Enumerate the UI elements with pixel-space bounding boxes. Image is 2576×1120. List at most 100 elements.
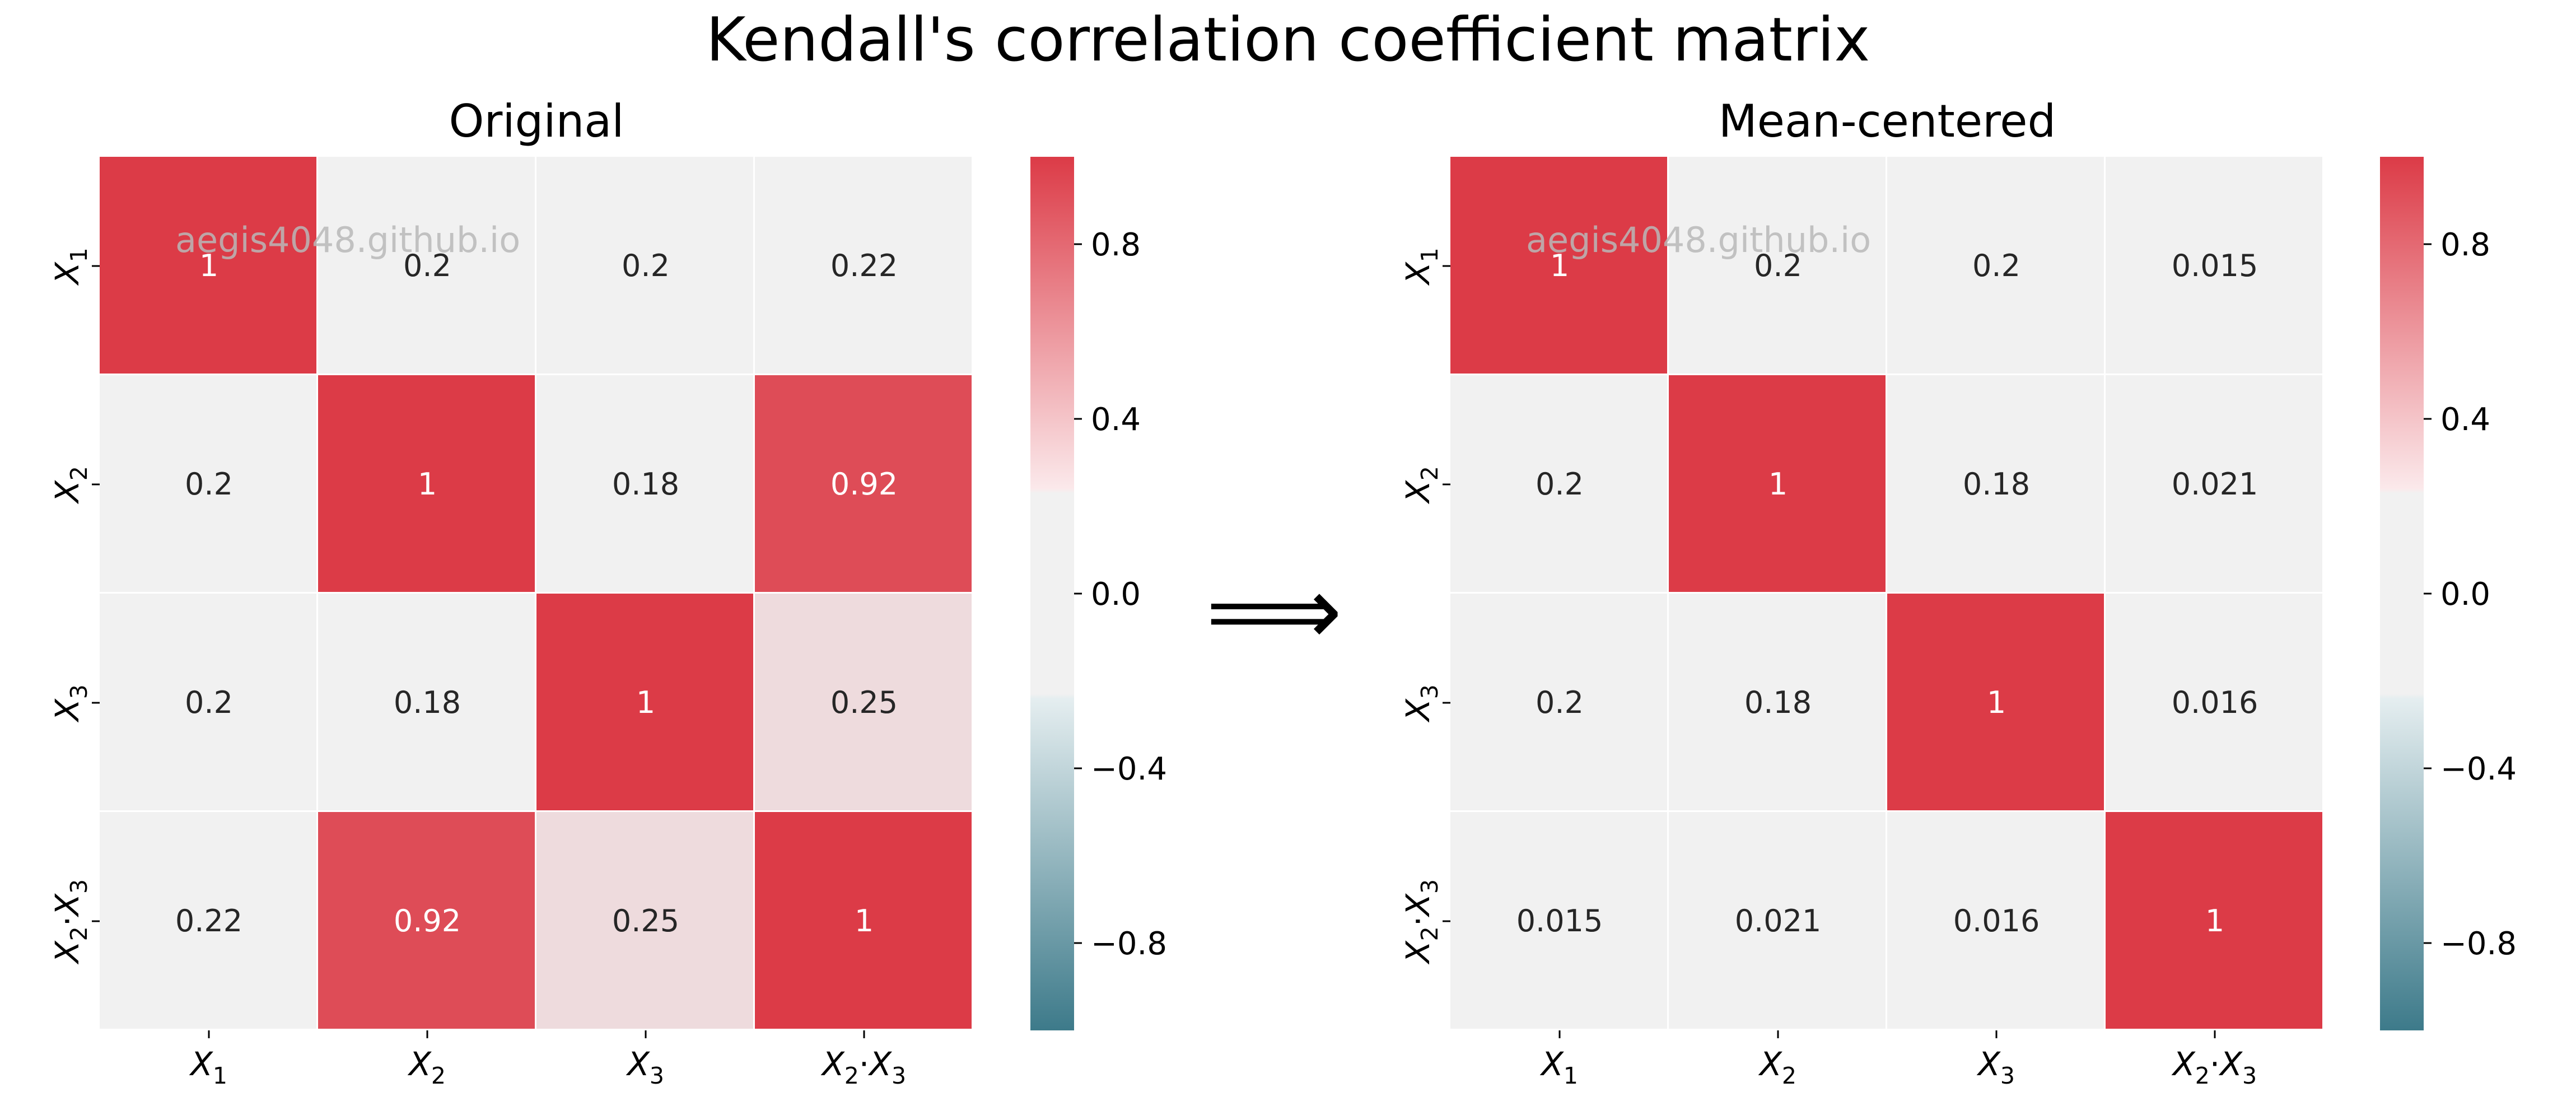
cell-value-label: 0.18 <box>612 466 679 502</box>
colorbar-tick-label: −0.4 <box>1091 751 1167 787</box>
cell-value-label: 0.2 <box>185 466 233 502</box>
x-tick-label: X3 <box>626 1045 664 1089</box>
cell-value-label: 0.92 <box>394 903 461 939</box>
colorbar-tick-label: −0.8 <box>1091 926 1167 962</box>
x-tick-label: X3 <box>1976 1045 2015 1089</box>
cell-value-label: 1 <box>418 466 437 502</box>
heatmap-mean-centered: Mean-centered 1 0.2 0.2 0.015 0.2 1 0.18 0.021 0.… <box>1399 95 2517 1089</box>
heatmap-cell <box>1669 812 1886 1029</box>
cell-value-label: 0.25 <box>830 685 898 720</box>
cell-value-label: 0.016 <box>2172 685 2258 720</box>
cell-value-label: 0.25 <box>612 903 679 939</box>
colorbar-tick-label: −0.8 <box>2440 926 2517 962</box>
panel-title: Original <box>449 95 624 147</box>
heatmap-cell <box>536 594 753 810</box>
y-tick-label: X1 <box>1399 248 1443 286</box>
watermark: aegis4048.github.io <box>175 220 520 260</box>
heatmap-cell <box>755 594 972 810</box>
heatmap-cell <box>1887 594 2104 810</box>
heatmap-cell <box>536 375 753 592</box>
x-tick-label: X2 <box>407 1045 446 1089</box>
colorbar-tick-label: 0.4 <box>1091 402 1141 438</box>
x-tick-label: X1 <box>189 1045 227 1089</box>
watermark: aegis4048.github.io <box>1526 220 1871 260</box>
cell-value-label: 0.016 <box>1953 903 2040 939</box>
colorbar-tick-label: 0.8 <box>2440 227 2490 263</box>
y-tick-label: X2·X3 <box>1399 879 1443 965</box>
heatmap-cell <box>755 812 972 1029</box>
cell-value-label: 0.2 <box>185 685 233 720</box>
heatmap-cell <box>1669 594 1886 810</box>
y-tick-label: X1 <box>48 248 92 286</box>
heatmap-cell <box>755 157 972 374</box>
y-tick-label: X2 <box>1399 466 1443 505</box>
x-tick-label: X2 <box>1758 1045 1796 1089</box>
colorbar <box>1030 157 1074 1030</box>
cell-value-label: 0.2 <box>1536 685 1584 720</box>
heatmap-cell <box>318 375 535 592</box>
colorbar-tick-label: 0.8 <box>1091 227 1141 263</box>
heatmap-cell <box>2106 375 2322 592</box>
cell-value-label: 1 <box>199 248 218 283</box>
heatmap-cell <box>318 594 535 810</box>
cell-value-label: 1 <box>1550 248 1569 283</box>
cell-value-label: 0.18 <box>1963 466 2030 502</box>
x-tick-label: X1 <box>1539 1045 1578 1089</box>
cell-value-label: 1 <box>1987 685 2006 720</box>
cell-value-label: 1 <box>2205 903 2224 939</box>
cell-value-label: 0.22 <box>830 248 898 283</box>
heatmap-cell <box>1669 157 1886 374</box>
cell-value-label: 0.18 <box>1744 685 1812 720</box>
cell-value-label: 1 <box>855 903 874 939</box>
y-tick-label: X3 <box>48 684 92 723</box>
implies-arrow: ⟹ <box>1206 556 1342 667</box>
y-tick-label: X3 <box>1399 684 1443 723</box>
colorbar-tick-label: 0.4 <box>2440 402 2490 438</box>
heatmap-cell <box>1669 375 1886 592</box>
heatmap-cell <box>536 157 753 374</box>
heatmap-cell <box>318 157 535 374</box>
heatmap-cell <box>100 375 316 592</box>
heatmap-cell <box>1450 594 1667 810</box>
y-tick-label: X2·X3 <box>48 879 92 965</box>
heatmap-cell <box>1450 812 1667 1029</box>
heatmap-cell <box>536 812 753 1029</box>
colorbar-tick-label: 0.0 <box>1091 576 1141 613</box>
heatmap-cell <box>1450 157 1667 374</box>
cell-value-label: 1 <box>1768 466 1788 502</box>
cell-value-label: 0.92 <box>830 466 898 502</box>
heatmap-cell <box>318 812 535 1029</box>
x-tick-label: X2·X3 <box>2171 1045 2257 1089</box>
heatmap-cell <box>100 157 316 374</box>
y-tick-label: X2 <box>48 466 92 505</box>
cell-value-label: 0.2 <box>1754 248 1802 283</box>
colorbar-tick-label: −0.4 <box>2440 751 2517 787</box>
heatmap-original: Original 1 0.2 0.2 0.22 0.2 1 0.18 0.92 0.2 0.18 1 0… <box>48 95 1167 1089</box>
heatmap-cell <box>1887 812 2104 1029</box>
cell-value-label: 0.2 <box>403 248 451 283</box>
colorbar <box>2380 157 2424 1030</box>
cell-value-label: 0.015 <box>2172 248 2258 283</box>
cell-value-label: 0.021 <box>1735 903 1822 939</box>
cell-value-label: 1 <box>636 685 655 720</box>
heatmap-cell <box>1887 157 2104 374</box>
cell-value-label: 0.2 <box>1972 248 2020 283</box>
heatmap-cell <box>1887 375 2104 592</box>
cell-value-label: 0.2 <box>622 248 670 283</box>
x-tick-label: X2·X3 <box>820 1045 906 1089</box>
cell-value-label: 0.18 <box>394 685 461 720</box>
heatmap-cell <box>100 594 316 810</box>
cell-value-label: 0.021 <box>2172 466 2258 502</box>
heatmap-cell <box>2106 157 2322 374</box>
heatmap-cell <box>1450 375 1667 592</box>
heatmap-cell <box>100 812 316 1029</box>
figure-title: Kendall's correlation coefficient matrix <box>706 5 1870 75</box>
heatmap-cell <box>755 375 972 592</box>
panel-title: Mean-centered <box>1719 95 2056 147</box>
cell-value-label: 0.015 <box>1516 903 1603 939</box>
heatmap-cell <box>2106 812 2322 1029</box>
heatmap-cell <box>2106 594 2322 810</box>
colorbar-tick-label: 0.0 <box>2440 576 2490 613</box>
cell-value-label: 0.2 <box>1536 466 1584 502</box>
